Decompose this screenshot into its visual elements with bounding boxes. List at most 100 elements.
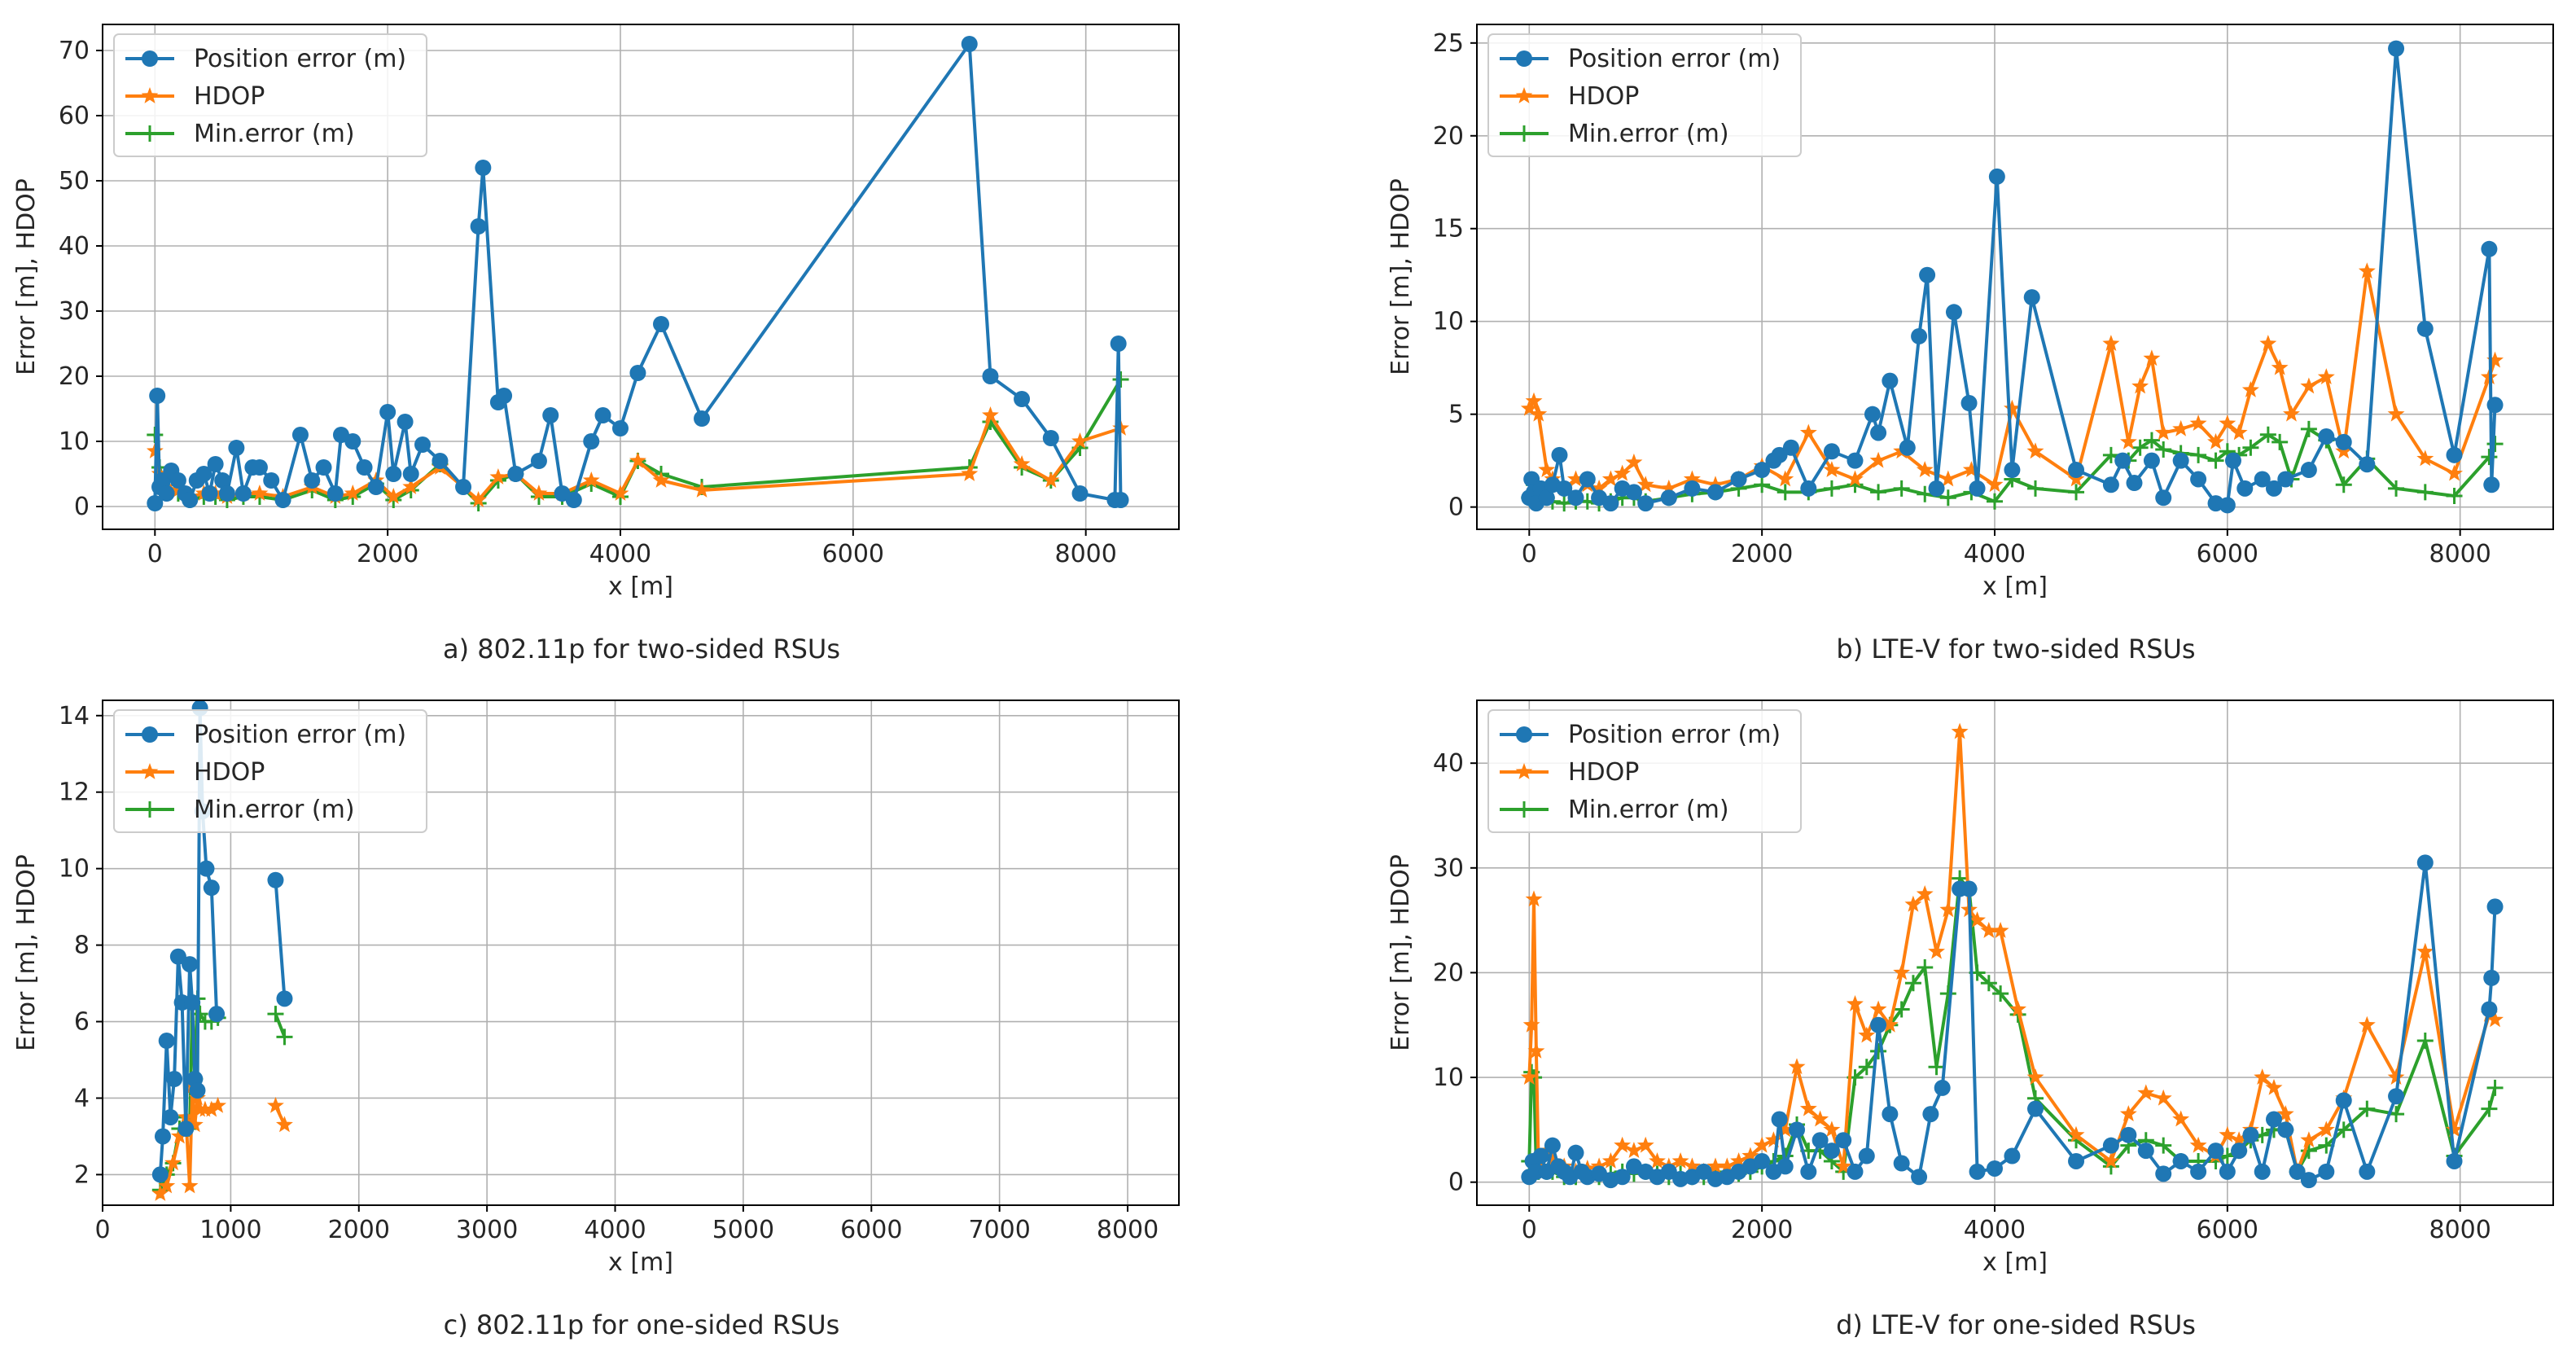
data-point bbox=[2265, 480, 2282, 497]
data-point bbox=[291, 427, 309, 443]
data-point bbox=[1799, 423, 1817, 441]
data-point bbox=[1590, 479, 1608, 496]
data-point bbox=[2416, 320, 2434, 337]
data-point bbox=[2120, 1126, 2137, 1143]
legend-entry: HDOP bbox=[125, 82, 265, 111]
data-point bbox=[1042, 471, 1060, 488]
y-tick-label: 12 bbox=[59, 778, 90, 807]
data-point bbox=[583, 433, 600, 450]
series-circle bbox=[147, 36, 1129, 511]
data-point bbox=[169, 472, 186, 489]
data-point bbox=[2416, 1033, 2434, 1050]
data-point bbox=[1754, 462, 1771, 479]
data-point bbox=[1800, 480, 1817, 497]
data-point bbox=[207, 456, 224, 472]
data-point bbox=[1870, 484, 1887, 501]
data-point bbox=[2154, 423, 2172, 441]
data-point bbox=[1525, 890, 1543, 907]
caption-d: d) LTE-V for one-sided RSUs bbox=[1836, 1309, 2196, 1340]
data-point bbox=[186, 1116, 204, 1133]
data-point bbox=[470, 218, 487, 235]
y-tick-label: 40 bbox=[1433, 749, 1464, 778]
y-tick-label: 10 bbox=[1433, 308, 1464, 336]
data-point bbox=[274, 492, 291, 508]
data-point bbox=[1579, 471, 1596, 488]
y-tick-label: 0 bbox=[1448, 1169, 1464, 1197]
data-point bbox=[182, 492, 199, 508]
data-point bbox=[2483, 969, 2500, 986]
data-point bbox=[1636, 1136, 1654, 1153]
chart-d: 0 2000 4000 6000 8000 0 10 20 30 40 x [m] Error [m]… bbox=[1387, 700, 2554, 1277]
data-point bbox=[2219, 1125, 2236, 1143]
data-point bbox=[1525, 392, 1543, 409]
caption-a: a) 802.11p for two-sided RSUs bbox=[442, 634, 841, 664]
data-point bbox=[1870, 1016, 1887, 1033]
x-tick-label: 2000 bbox=[1731, 1216, 1793, 1244]
y-axis-label: Error [m], HDOP bbox=[1387, 854, 1415, 1051]
data-point bbox=[694, 410, 711, 427]
data-point bbox=[1771, 446, 1788, 463]
data-point bbox=[2335, 476, 2352, 493]
data-point bbox=[2317, 1121, 2335, 1138]
legend-marker bbox=[142, 50, 158, 67]
data-point bbox=[402, 466, 419, 482]
data-point bbox=[1986, 493, 2003, 510]
data-point bbox=[2271, 358, 2289, 375]
legend: Position error (m) HDOP Min.error (m) bbox=[1487, 709, 1802, 833]
data-point bbox=[147, 495, 164, 511]
data-point bbox=[961, 36, 978, 52]
data-point bbox=[2358, 1015, 2376, 1033]
legend-entry: Position error (m) bbox=[125, 45, 406, 73]
data-point bbox=[982, 368, 999, 384]
x-tick-label: 6000 bbox=[840, 1216, 902, 1244]
data-point bbox=[1960, 395, 1978, 411]
data-point bbox=[196, 1100, 214, 1117]
y-axis-label: Error [m], HDOP bbox=[12, 178, 41, 375]
data-point bbox=[1858, 1147, 1875, 1164]
x-tick-label: 0 bbox=[94, 1216, 110, 1244]
legend-box bbox=[113, 709, 427, 833]
data-point bbox=[1625, 484, 1642, 501]
data-point bbox=[2126, 475, 2143, 492]
legend-marker bbox=[142, 726, 158, 743]
data-point bbox=[166, 1071, 183, 1087]
data-point bbox=[1939, 985, 1956, 1002]
data-point bbox=[1928, 1059, 1945, 1076]
data-point bbox=[2481, 240, 2498, 257]
legend-marker bbox=[142, 125, 158, 142]
data-point bbox=[1741, 1147, 1759, 1164]
data-point bbox=[2283, 405, 2300, 422]
plot-area-d bbox=[1520, 722, 2504, 1189]
data-point bbox=[384, 488, 402, 504]
data-point bbox=[1962, 461, 1980, 477]
legend-marker bbox=[141, 87, 159, 103]
data-point bbox=[203, 879, 220, 897]
data-point bbox=[2143, 452, 2160, 469]
y-tick-label: 30 bbox=[1433, 854, 1464, 883]
data-point bbox=[2190, 1163, 2207, 1180]
legend-entry: Min.error (m) bbox=[125, 796, 355, 824]
legend-marker bbox=[1515, 763, 1533, 779]
legend-label: Position error (m) bbox=[194, 721, 406, 749]
data-point bbox=[1847, 1163, 1864, 1180]
data-point bbox=[1614, 1169, 1631, 1186]
axes-frame bbox=[102, 24, 1180, 530]
chart-c: 0 1000 2000 3000 4000 5000 6000 7000 8000 2 4 6 8 10 1… bbox=[12, 700, 1180, 1277]
data-point bbox=[2143, 349, 2161, 366]
data-point bbox=[1799, 1099, 1817, 1116]
data-point bbox=[1847, 995, 1864, 1011]
data-point bbox=[1951, 722, 1969, 739]
legend-marker bbox=[1516, 50, 1532, 67]
y-tick-label: 70 bbox=[59, 37, 90, 65]
data-point bbox=[611, 420, 629, 436]
data-point bbox=[1858, 1059, 1875, 1076]
legend-entry: Position error (m) bbox=[1500, 721, 1781, 749]
legend-entry: Min.error (m) bbox=[1500, 796, 1729, 824]
data-point bbox=[1904, 975, 1921, 992]
data-point bbox=[432, 453, 449, 469]
data-point bbox=[2387, 1068, 2405, 1085]
data-point bbox=[2027, 480, 2044, 497]
x-tick-label: 1000 bbox=[199, 1216, 261, 1244]
data-point bbox=[385, 466, 402, 482]
